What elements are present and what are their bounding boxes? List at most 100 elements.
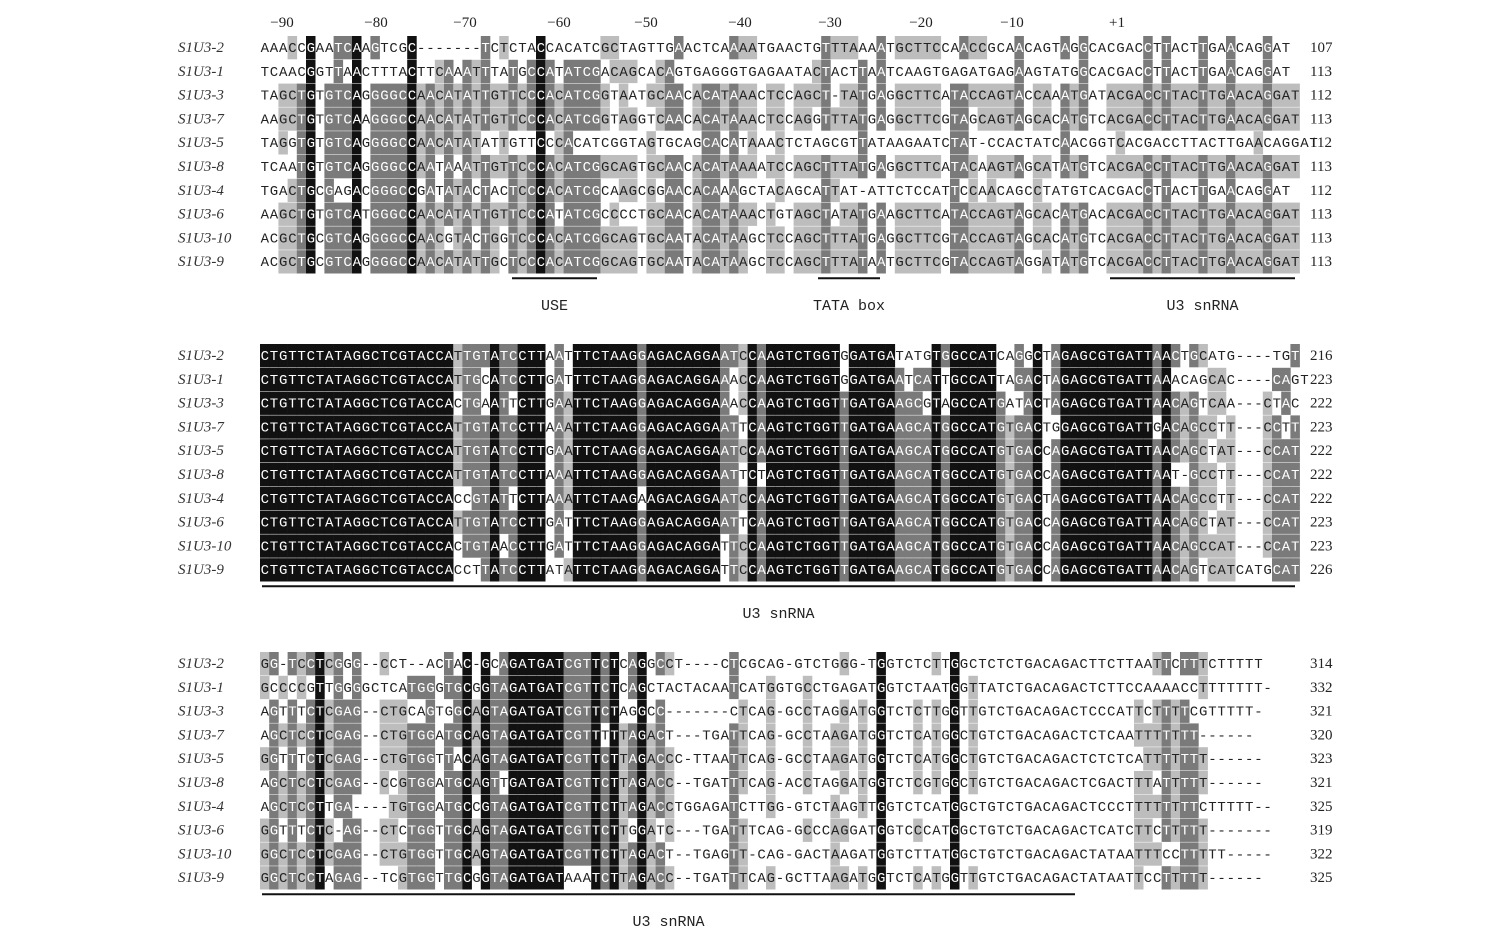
conservation-cell	[352, 486, 362, 511]
conservation-cell	[434, 226, 445, 250]
conservation-cell	[1180, 534, 1190, 558]
sequence: GGTTTCTCGAG--CTGTGGTTACAGTAGATGATCGTTCTT…	[261, 752, 1263, 768]
conservation-cell	[1134, 391, 1144, 415]
conservation-cell	[306, 344, 316, 368]
conservation-cell	[655, 486, 666, 511]
conservation-cell	[1152, 486, 1162, 511]
conservation-cell	[480, 675, 491, 700]
conservation-cell	[692, 250, 702, 274]
conservation-cell	[554, 723, 564, 747]
conservation-cell	[1032, 486, 1043, 511]
conservation-cell	[821, 463, 831, 487]
conservation-cell	[1290, 558, 1300, 582]
conservation-cell	[747, 439, 758, 463]
conservation-cell	[1161, 107, 1172, 131]
conservation-cell	[1143, 391, 1153, 415]
conservation-cell	[1198, 226, 1208, 250]
conservation-cell	[830, 534, 840, 558]
conservation-cell	[913, 226, 923, 250]
conservation-cell	[848, 36, 859, 60]
conservation-cell	[802, 202, 813, 226]
conservation-cell	[1207, 415, 1218, 439]
conservation-cell	[471, 131, 482, 155]
conservation-cell	[876, 155, 886, 179]
conservation-cell	[526, 510, 537, 534]
conservation-cell	[959, 463, 969, 487]
conservation-cell	[1078, 226, 1089, 250]
conservation-cell	[664, 818, 675, 842]
sequence-name: S1U3-7	[178, 727, 225, 743]
conservation-cell	[1069, 391, 1080, 415]
conservation-cell	[1152, 202, 1162, 226]
conservation-cell	[517, 842, 528, 866]
conservation-cell	[508, 510, 518, 534]
conservation-cell	[554, 250, 564, 274]
conservation-cell	[526, 842, 537, 866]
conservation-cell	[904, 415, 914, 439]
conservation-cell	[830, 178, 840, 203]
conservation-cell	[296, 131, 307, 155]
conservation-cell	[729, 866, 739, 890]
conservation-cell	[637, 699, 647, 723]
conservation-cell	[1161, 202, 1172, 226]
conservation-cell	[306, 59, 316, 84]
conservation-cell	[940, 510, 951, 534]
conservation-cell	[490, 534, 500, 558]
conservation-cell	[1143, 250, 1153, 274]
conservation-cell	[342, 866, 353, 890]
conservation-cell	[1014, 226, 1024, 250]
conservation-cell	[950, 699, 960, 723]
conservation-cell	[802, 367, 813, 392]
conservation-cell	[508, 842, 518, 866]
conservation-cell	[1180, 439, 1190, 463]
conservation-cell	[674, 415, 684, 439]
conservation-cell	[756, 344, 767, 368]
conservation-cell	[950, 771, 960, 795]
conservation-cell	[480, 723, 491, 747]
conservation-cell	[655, 699, 666, 723]
conservation-cell	[508, 794, 518, 819]
conservation-cell	[600, 818, 610, 842]
conservation-cell	[554, 675, 564, 700]
conservation-cell	[407, 178, 417, 203]
conservation-cell	[499, 344, 509, 368]
conservation-cell	[1014, 155, 1024, 179]
conservation-cell	[278, 202, 288, 226]
conservation-cell	[830, 439, 840, 463]
conservation-cell	[876, 723, 886, 747]
conservation-cell	[1207, 250, 1218, 274]
conservation-cell	[407, 391, 417, 415]
conservation-cell	[269, 439, 279, 463]
conservation-cell	[444, 866, 454, 890]
conservation-cell	[416, 771, 426, 795]
conservation-cell	[1014, 558, 1024, 582]
conservation-cell	[701, 344, 712, 368]
conservation-cell	[306, 842, 316, 866]
conservation-cell	[1106, 558, 1116, 582]
conservation-cell	[1060, 415, 1070, 439]
conservation-cell	[959, 510, 969, 534]
conservation-cell	[1014, 367, 1024, 392]
conservation-cell	[600, 486, 610, 511]
conservation-cell	[434, 83, 445, 107]
conservation-cell	[1272, 367, 1282, 392]
conservation-cell	[1198, 344, 1208, 368]
conservation-cell	[287, 866, 298, 890]
conservation-cell	[315, 510, 325, 534]
conservation-cell	[306, 178, 316, 203]
conservation-cell	[1042, 202, 1052, 226]
conservation-cell	[618, 558, 629, 582]
conservation-cell	[554, 699, 564, 723]
conservation-cell	[1124, 155, 1135, 179]
conservation-cell	[904, 510, 914, 534]
conservation-cell	[802, 463, 813, 487]
conservation-cell	[416, 486, 426, 511]
conservation-cell	[352, 652, 362, 676]
conservation-cell	[1253, 226, 1264, 250]
conservation-cell	[729, 250, 739, 274]
conservation-cell	[996, 486, 1006, 511]
conservation-cell	[352, 463, 362, 487]
conservation-cell	[1272, 107, 1282, 131]
conservation-cell	[1161, 391, 1172, 415]
conservation-cell	[1216, 439, 1227, 463]
